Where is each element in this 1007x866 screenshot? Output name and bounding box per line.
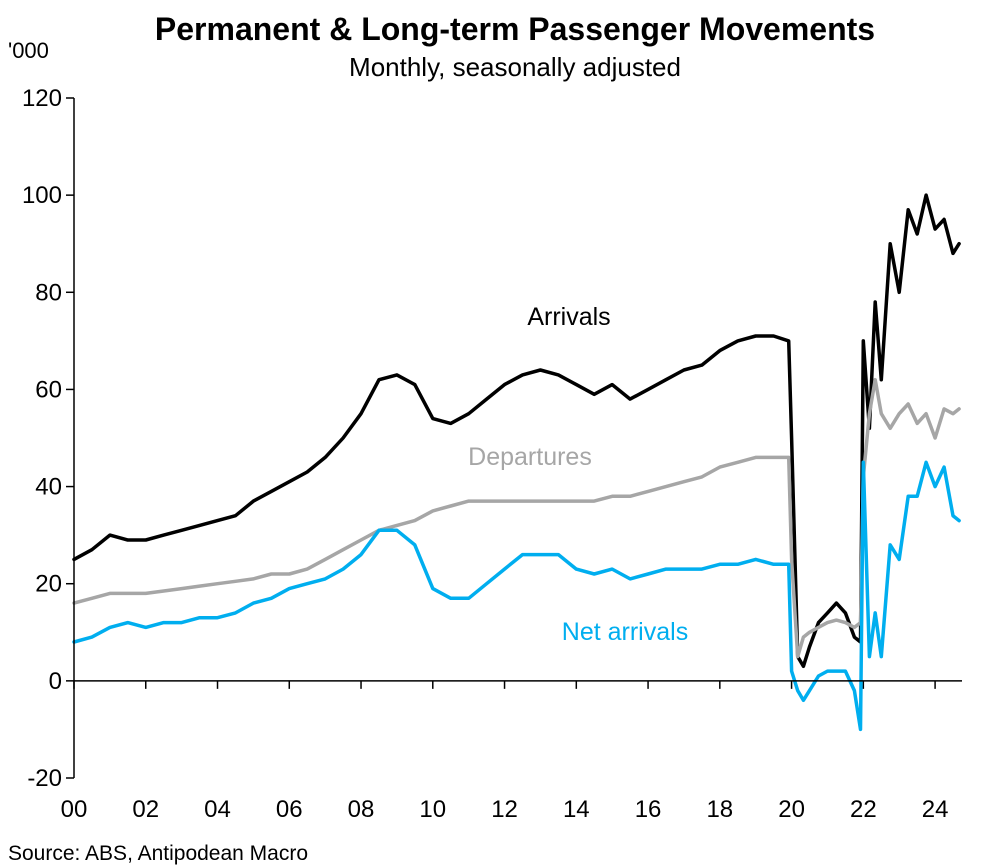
label-departures: Departures <box>468 443 592 471</box>
y-axis-ticks: -20 0 20 40 60 80 100 120 <box>22 85 74 792</box>
series-line-net-arrivals <box>72 460 961 732</box>
x-tick-label: 24 <box>922 796 949 823</box>
x-tick-label: 18 <box>706 796 733 823</box>
y-tick-label: 120 <box>22 85 62 112</box>
x-tick-label: 12 <box>491 796 518 823</box>
series-layer <box>72 193 961 732</box>
x-tick-label: 10 <box>419 796 446 823</box>
y-tick-label: 80 <box>35 279 62 306</box>
y-tick-label: 60 <box>35 376 62 403</box>
series-line-arrivals <box>72 193 961 669</box>
x-tick-label: 06 <box>276 796 303 823</box>
x-tick-label: 04 <box>204 796 231 823</box>
x-tick-label: 16 <box>635 796 662 823</box>
y-tick-label: 20 <box>35 571 62 598</box>
series-line-departures <box>72 377 961 659</box>
x-tick-label: 08 <box>348 796 375 823</box>
y-unit-label: '000 <box>8 38 49 63</box>
x-tick-label: 00 <box>61 796 88 823</box>
label-net-arrivals: Net arrivals <box>562 618 688 646</box>
y-tick-label: 0 <box>49 668 62 695</box>
chart-subtitle: Monthly, seasonally adjusted <box>349 52 681 82</box>
chart-title: Permanent & Long-term Passenger Movement… <box>155 11 875 47</box>
y-tick-label: 100 <box>22 182 62 209</box>
source-note: Source: ABS, Antipodean Macro <box>8 842 308 865</box>
y-tick-label: 40 <box>35 474 62 501</box>
label-arrivals: Arrivals <box>527 303 610 331</box>
x-axis-ticks: 00 02 04 06 08 10 12 14 16 18 20 22 24 <box>61 680 949 823</box>
x-tick-label: 02 <box>132 796 159 823</box>
y-tick-label: -20 <box>27 765 62 792</box>
x-tick-label: 22 <box>850 796 877 823</box>
x-tick-label: 20 <box>778 796 805 823</box>
x-tick-label: 14 <box>563 796 590 823</box>
